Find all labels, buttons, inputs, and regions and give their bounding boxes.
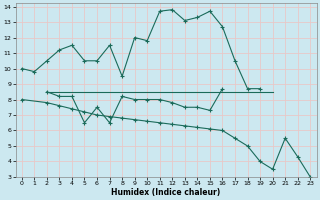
X-axis label: Humidex (Indice chaleur): Humidex (Indice chaleur)	[111, 188, 221, 197]
